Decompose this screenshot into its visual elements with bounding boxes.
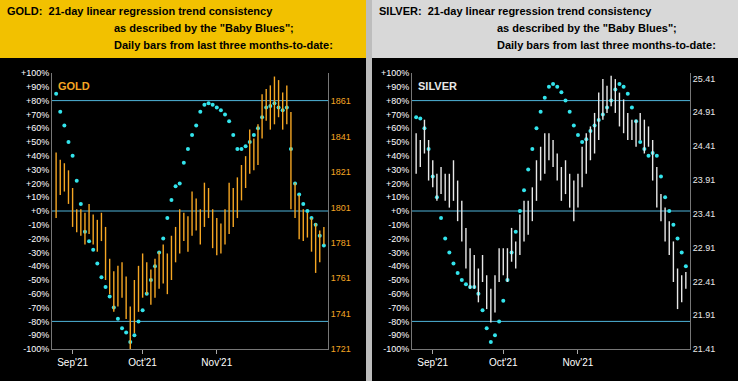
svg-text:GOLD: 21-day linear regressio: GOLD: 21-day linear regression trend con… — [7, 5, 273, 17]
svg-text:+70%: +70% — [26, 110, 49, 120]
svg-text:21.91: 21.91 — [693, 310, 716, 320]
svg-text:Sep'21: Sep'21 — [417, 357, 448, 368]
svg-text:+60%: +60% — [386, 123, 409, 133]
svg-text:as described by the "Baby Blue: as described by the "Baby Blues"; — [497, 22, 677, 34]
svg-text:+100%: +100% — [381, 68, 409, 78]
svg-text:-80%: -80% — [28, 317, 49, 327]
svg-text:Oct'21: Oct'21 — [128, 357, 157, 368]
svg-text:-70%: -70% — [28, 303, 49, 313]
svg-text:-20%: -20% — [28, 234, 49, 244]
svg-text:+10%: +10% — [386, 192, 409, 202]
svg-text:1761: 1761 — [331, 273, 351, 283]
svg-text:+100%: +100% — [21, 68, 49, 78]
svg-text:-10%: -10% — [388, 220, 409, 230]
svg-text:+40%: +40% — [26, 151, 49, 161]
svg-text:-60%: -60% — [28, 289, 49, 299]
svg-text:+50%: +50% — [26, 137, 49, 147]
svg-text:1801: 1801 — [331, 203, 351, 213]
svg-text:+10%: +10% — [26, 192, 49, 202]
svg-text:-90%: -90% — [28, 330, 49, 340]
svg-text:+0%: +0% — [391, 206, 409, 216]
svg-text:as described by the "Baby Blue: as described by the "Baby Blues"; — [114, 22, 294, 34]
svg-text:22.41: 22.41 — [693, 277, 716, 287]
svg-text:23.41: 23.41 — [693, 209, 716, 219]
svg-text:-70%: -70% — [388, 303, 409, 313]
svg-text:+30%: +30% — [26, 165, 49, 175]
svg-text:Nov'21: Nov'21 — [201, 357, 232, 368]
svg-text:+20%: +20% — [386, 179, 409, 189]
svg-text:+90%: +90% — [386, 82, 409, 92]
svg-text:24.41: 24.41 — [693, 141, 716, 151]
svg-text:+50%: +50% — [386, 137, 409, 147]
svg-text:-90%: -90% — [388, 330, 409, 340]
svg-text:1741: 1741 — [331, 309, 351, 319]
svg-text:1721: 1721 — [331, 344, 351, 354]
svg-text:SILVER: SILVER — [418, 80, 457, 92]
svg-text:GOLD: GOLD — [58, 80, 90, 92]
svg-text:+90%: +90% — [26, 82, 49, 92]
svg-text:+60%: +60% — [26, 123, 49, 133]
svg-text:-50%: -50% — [388, 275, 409, 285]
svg-text:-60%: -60% — [388, 289, 409, 299]
svg-text:-30%: -30% — [388, 248, 409, 258]
svg-text:Oct'21: Oct'21 — [489, 357, 518, 368]
svg-text:1861: 1861 — [331, 96, 351, 106]
svg-text:-10%: -10% — [28, 220, 49, 230]
svg-text:Sep'21: Sep'21 — [57, 357, 88, 368]
svg-text:+0%: +0% — [31, 206, 49, 216]
svg-text:1821: 1821 — [331, 167, 351, 177]
svg-text:SILVER: 21-day linear regress: SILVER: 21-day linear regression trend c… — [379, 5, 652, 17]
svg-text:-30%: -30% — [28, 248, 49, 258]
svg-text:+30%: +30% — [386, 165, 409, 175]
svg-text:21.41: 21.41 — [693, 344, 716, 354]
svg-text:-100%: -100% — [23, 344, 49, 354]
svg-text:25.41: 25.41 — [693, 74, 716, 84]
svg-text:-40%: -40% — [28, 261, 49, 271]
svg-text:-40%: -40% — [388, 261, 409, 271]
svg-text:22.91: 22.91 — [693, 243, 716, 253]
svg-text:-50%: -50% — [28, 275, 49, 285]
svg-text:23.91: 23.91 — [693, 175, 716, 185]
svg-text:-80%: -80% — [388, 317, 409, 327]
svg-text:Nov'21: Nov'21 — [563, 357, 594, 368]
svg-text:Daily bars from last three mon: Daily bars from last three months-to-dat… — [114, 39, 333, 51]
svg-text:Daily bars from last three mon: Daily bars from last three months-to-dat… — [497, 39, 716, 51]
svg-text:+70%: +70% — [386, 110, 409, 120]
svg-text:-20%: -20% — [388, 234, 409, 244]
svg-text:+80%: +80% — [386, 96, 409, 106]
svg-text:1781: 1781 — [331, 238, 351, 248]
svg-text:1841: 1841 — [331, 132, 351, 142]
svg-text:-100%: -100% — [383, 344, 409, 354]
svg-text:24.91: 24.91 — [693, 107, 716, 117]
svg-text:+80%: +80% — [26, 96, 49, 106]
svg-text:+20%: +20% — [26, 179, 49, 189]
svg-text:+40%: +40% — [386, 151, 409, 161]
